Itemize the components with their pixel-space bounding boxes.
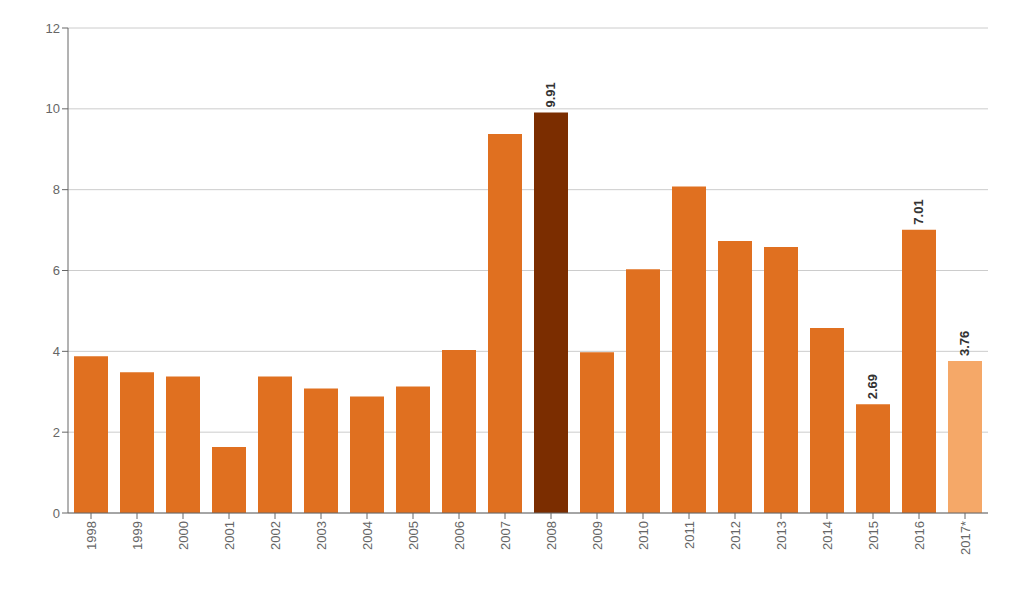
svg-text:2001: 2001 bbox=[222, 521, 237, 550]
svg-text:2004: 2004 bbox=[360, 521, 375, 550]
svg-text:2010: 2010 bbox=[636, 521, 651, 550]
svg-text:6: 6 bbox=[53, 263, 60, 278]
svg-text:2000: 2000 bbox=[176, 521, 191, 550]
svg-text:2017*: 2017* bbox=[958, 521, 973, 555]
svg-text:2008: 2008 bbox=[544, 521, 559, 550]
svg-text:2015: 2015 bbox=[866, 521, 881, 550]
svg-text:0: 0 bbox=[53, 506, 60, 521]
svg-text:2.69: 2.69 bbox=[866, 374, 881, 399]
svg-text:2007: 2007 bbox=[498, 521, 513, 550]
svg-text:2011: 2011 bbox=[682, 521, 697, 549]
svg-text:10: 10 bbox=[46, 101, 60, 116]
svg-text:3.76: 3.76 bbox=[958, 331, 973, 356]
svg-text:2016: 2016 bbox=[912, 521, 927, 550]
svg-text:7.01: 7.01 bbox=[912, 199, 927, 224]
svg-text:12: 12 bbox=[46, 21, 60, 36]
svg-text:2012: 2012 bbox=[728, 521, 743, 550]
svg-text:4: 4 bbox=[53, 344, 60, 359]
svg-text:1999: 1999 bbox=[130, 521, 145, 550]
svg-text:2006: 2006 bbox=[452, 521, 467, 550]
svg-text:8: 8 bbox=[53, 182, 60, 197]
svg-text:2009: 2009 bbox=[590, 521, 605, 550]
svg-text:2003: 2003 bbox=[314, 521, 329, 550]
svg-text:9.91: 9.91 bbox=[544, 82, 559, 107]
svg-text:2014: 2014 bbox=[820, 521, 835, 550]
svg-text:2013: 2013 bbox=[774, 521, 789, 550]
svg-text:2: 2 bbox=[53, 425, 60, 440]
svg-text:2005: 2005 bbox=[406, 521, 421, 550]
svg-text:2002: 2002 bbox=[268, 521, 283, 550]
svg-text:1998: 1998 bbox=[84, 521, 99, 550]
